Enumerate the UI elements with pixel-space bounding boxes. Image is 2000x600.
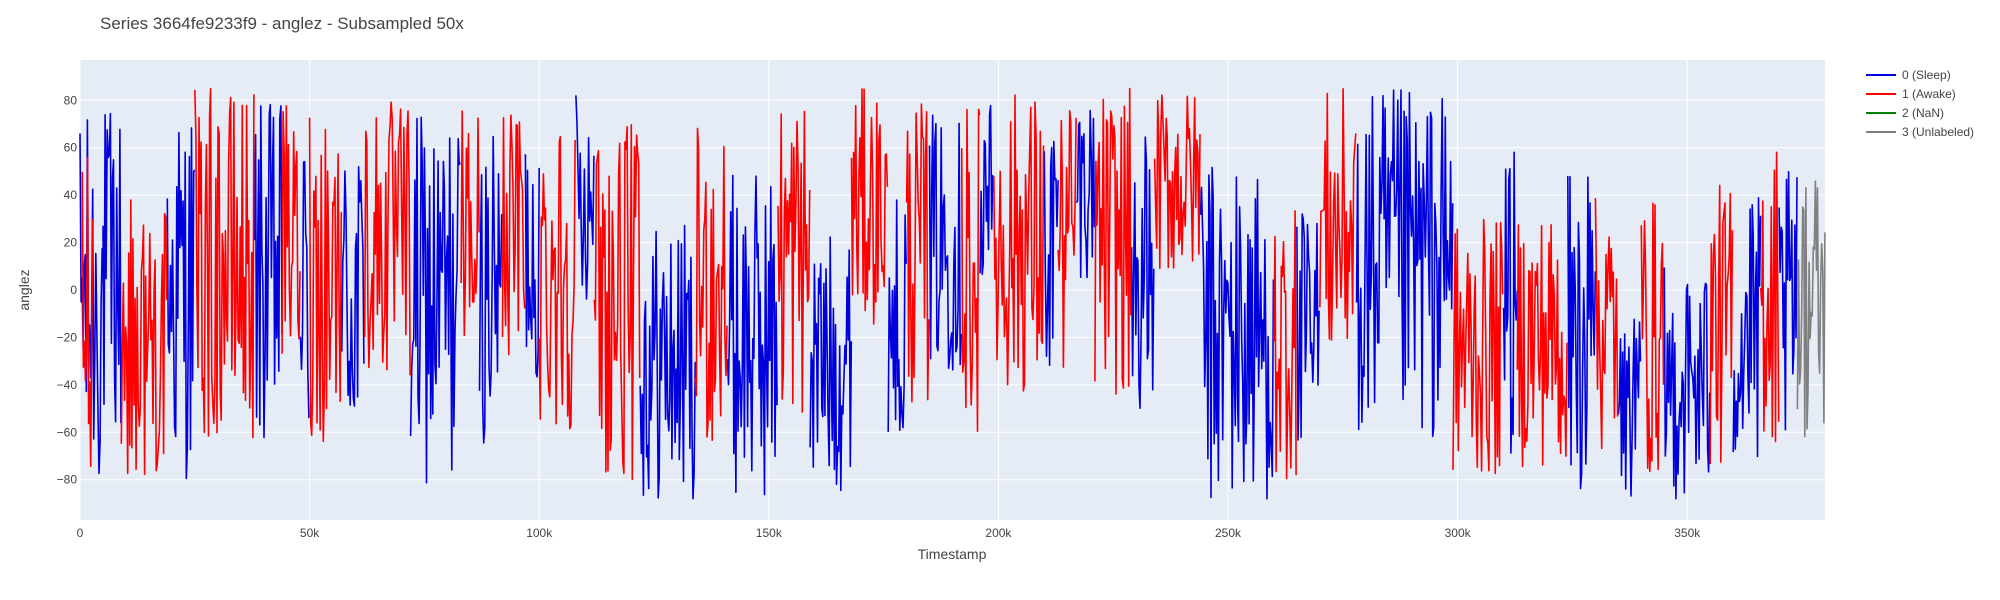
legend-item[interactable]: 2 (NaN) [1866,106,1944,120]
y-tick-label: 0 [70,283,77,297]
legend-item[interactable]: 1 (Awake) [1866,87,1956,101]
series-segment [1594,198,1619,450]
x-axis-ticks: 0 50k 100k 150k 200k 250k 300k 350k [77,526,1702,540]
series-line [79,89,1798,500]
series-segment [887,199,907,432]
series-segment [809,236,853,492]
series-segment [1319,88,1357,341]
series-segment [166,127,196,480]
x-tick-label: 150k [756,526,783,540]
series-segment [281,105,301,354]
series-segment [928,114,962,371]
x-tick-label: 50k [300,526,320,540]
y-axis-ticks: 80 60 40 20 0 −20 −40 −60 −80 [57,93,78,486]
legend-item[interactable]: 0 (Sleep) [1866,68,1951,82]
legend-label: 1 (Awake) [1902,87,1956,101]
series-segment [1153,94,1201,270]
series-segment [478,135,503,444]
series-segment [308,117,343,443]
y-tick-label: −60 [57,425,78,439]
series-segment [1057,110,1077,368]
series-segment [102,112,122,424]
x-tick-label: 300k [1445,526,1472,540]
x-tick-label: 350k [1674,526,1701,540]
series-segment [409,116,461,484]
series-segment [1640,202,1665,473]
series-lines [79,87,1826,500]
series-segment [1130,136,1155,410]
series-segment [1778,171,1798,431]
series-segment [575,95,595,300]
series-segment [81,156,94,468]
series-segment [850,88,889,325]
legend-label: 3 (Unlabeled) [1902,125,1974,139]
series-segment [694,127,728,442]
series-segment [1617,318,1642,497]
legend-label: 2 (NaN) [1902,106,1944,120]
x-tick-label: 250k [1215,526,1242,540]
chart-title: Series 3664fe9233f9 - anglez - Subsample… [100,14,464,33]
series-segment [593,124,641,481]
series-line [1796,180,1826,438]
series-segment [299,160,310,419]
series-segment [979,104,995,276]
y-tick-label: −20 [57,330,78,344]
series-segment [363,101,411,376]
series-segment [460,110,480,337]
x-tick-label: 0 [77,526,84,540]
y-tick-label: 80 [64,93,78,107]
y-tick-label: −40 [57,378,78,392]
series-segment [726,174,778,496]
series-segment [1199,166,1275,500]
series-segment [777,110,811,413]
series-segment [1452,218,1504,475]
series-segment [960,108,981,433]
series-segment [1732,197,1762,458]
series-segment [1516,224,1568,468]
y-tick-label: −80 [57,473,78,487]
series-segment [905,103,930,403]
series-segment [1273,210,1297,480]
series-segment [1502,151,1519,454]
x-tick-label: 200k [985,526,1012,540]
series-segment [1709,184,1734,464]
series-segment [1296,213,1320,441]
series-segment [1759,151,1780,443]
series-segment [1094,87,1132,395]
y-tick-label: 20 [64,236,78,250]
series-segment [538,135,576,430]
series-segment [253,103,283,439]
legend-label: 0 (Sleep) [1902,68,1951,82]
series-segment [1663,267,1711,500]
series-segment [1567,175,1597,490]
y-tick-label: 60 [64,141,78,155]
series-segment [1043,140,1059,367]
series-segment [501,114,526,356]
series-segment [639,224,696,500]
y-tick-label: 40 [64,188,78,202]
series-segment [194,87,255,439]
legend[interactable]: 0 (Sleep) 1 (Awake) 2 (NaN) 3 (Unlabeled) [1866,68,1974,139]
series-segment [1355,89,1454,438]
x-axis-title: Timestamp [918,546,987,562]
series-line [81,87,1780,481]
series-segment [341,166,365,407]
legend-item[interactable]: 3 (Unlabeled) [1866,125,1974,139]
x-tick-label: 100k [526,526,553,540]
series-segment [524,154,540,378]
series-segment [1796,180,1826,438]
series-segment [1075,109,1096,279]
y-axis-title: anglez [16,269,32,310]
series-segment [993,94,1045,392]
series-segment [120,199,168,476]
